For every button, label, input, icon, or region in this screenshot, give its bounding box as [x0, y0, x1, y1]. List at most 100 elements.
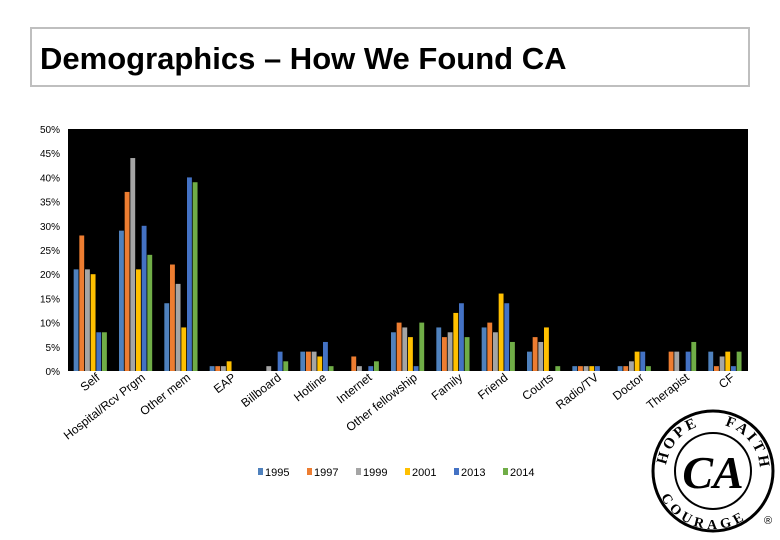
x-tick-label: EAP [211, 370, 239, 396]
bar-1999-4 [266, 366, 272, 371]
bar-2013-12 [640, 351, 646, 371]
bar-2014-8 [464, 337, 470, 371]
legend-label-2013: 2013 [461, 467, 485, 479]
y-tick-label: 25% [40, 246, 60, 257]
legend-label-1995: 1995 [265, 467, 289, 479]
bar-2014-10 [555, 366, 561, 371]
bar-1995-3 [209, 366, 215, 371]
bar-1995-2 [164, 303, 170, 371]
bar-2013-14 [731, 366, 736, 371]
bar-2013-2 [187, 177, 192, 371]
bar-1997-5 [306, 351, 311, 371]
bar-2014-14 [736, 351, 742, 371]
bar-1995-14 [708, 351, 714, 371]
bar-chart: 0% 5% 10% 15% 20% 25% 30% 35% 40% 45% 50% SelfHospi… [40, 125, 748, 479]
bar-2013-13 [685, 351, 691, 371]
bar-1999-0 [85, 269, 90, 371]
bar-2013-5 [323, 341, 328, 371]
bar-1997-11 [578, 366, 583, 371]
bar-1999-11 [583, 366, 589, 371]
y-tick-label: 15% [40, 294, 60, 305]
y-tick-label: 40% [40, 173, 60, 184]
y-tick-label: 0% [46, 367, 61, 378]
bar-1997-1 [124, 191, 130, 371]
legend-label-1999: 1999 [363, 467, 387, 479]
bar-1995-5 [300, 351, 306, 371]
bar-2014-13 [691, 341, 697, 371]
bar-2014-7 [419, 322, 425, 371]
bar-1999-2 [175, 283, 181, 371]
bar-1995-1 [119, 230, 124, 371]
bar-1997-0 [79, 235, 85, 371]
bar-2001-10 [544, 327, 549, 371]
bar-1997-7 [396, 322, 402, 371]
bar-2013-7 [413, 366, 419, 371]
bar-1999-8 [447, 332, 453, 371]
bar-1995-7 [391, 332, 396, 371]
bar-1999-6 [357, 366, 362, 371]
y-tick-label: 20% [40, 270, 60, 281]
bar-2001-14 [725, 351, 731, 371]
y-tick-label: 45% [40, 149, 60, 160]
legend-label-2001: 2001 [412, 467, 436, 479]
x-tick-label: Internet [334, 370, 375, 406]
bar-2013-11 [595, 366, 600, 371]
bar-1997-8 [442, 337, 447, 371]
bar-1995-10 [527, 351, 532, 371]
x-tick-label: Radio/TV [553, 370, 601, 412]
y-tick-label: 30% [40, 222, 60, 233]
bar-2013-9 [504, 303, 510, 371]
bar-2013-0 [96, 332, 102, 371]
legend-swatch-1997 [307, 468, 312, 475]
bar-1997-3 [215, 366, 221, 371]
bar-1999-9 [493, 332, 498, 371]
hope-faith-courage-logo: HOPE FAITH COURAGE CA ® [651, 409, 775, 533]
bar-1999-10 [538, 341, 544, 371]
bar-2001-5 [317, 356, 323, 371]
bar-2013-4 [277, 351, 283, 371]
x-tick-label: Doctor [610, 370, 646, 403]
bar-1995-9 [481, 327, 487, 371]
bar-2001-9 [498, 293, 504, 371]
bar-2013-6 [368, 366, 374, 371]
bar-2001-7 [408, 337, 413, 371]
bar-1995-12 [617, 366, 623, 371]
bar-1999-5 [311, 351, 317, 371]
y-tick-label: 35% [40, 198, 60, 209]
bar-1997-10 [532, 337, 538, 371]
x-tick-label: CF [716, 370, 737, 391]
y-tick-label: 50% [40, 125, 60, 136]
bar-2001-12 [634, 351, 640, 371]
bar-2014-5 [328, 366, 334, 371]
x-tick-label: Self [78, 370, 103, 394]
bar-1997-9 [487, 322, 493, 371]
bar-2001-8 [453, 312, 459, 371]
bar-1995-11 [572, 366, 578, 371]
bar-2014-12 [646, 366, 651, 371]
x-tick-label: Hospital/Rcv Prgm [61, 370, 148, 442]
bar-1999-7 [402, 327, 408, 371]
x-tick-label: Courts [519, 370, 555, 403]
x-tick-label: Family [429, 370, 465, 403]
x-tick-label: Therapist [644, 370, 693, 412]
bar-1995-0 [73, 269, 79, 371]
legend-swatch-1999 [356, 468, 361, 475]
bar-2014-0 [102, 332, 107, 371]
logo-monogram: CA [682, 447, 743, 498]
bar-2014-6 [374, 361, 379, 371]
legend-swatch-2001 [405, 468, 410, 475]
bar-1997-6 [351, 356, 357, 371]
bar-1999-13 [674, 351, 680, 371]
bar-1999-14 [719, 356, 725, 371]
bar-1997-12 [623, 366, 629, 371]
bar-1999-12 [629, 361, 634, 371]
bar-1999-1 [130, 158, 136, 371]
bar-2001-1 [136, 269, 141, 371]
bar-1997-14 [714, 366, 719, 371]
legend-swatch-2013 [454, 468, 459, 475]
x-tick-label: Other mem [137, 370, 193, 418]
x-tick-label: Hotline [291, 370, 329, 404]
x-tick-label: Friend [475, 370, 510, 402]
legend-label-1997: 1997 [314, 467, 338, 479]
x-tick-label: Billboard [238, 370, 283, 410]
